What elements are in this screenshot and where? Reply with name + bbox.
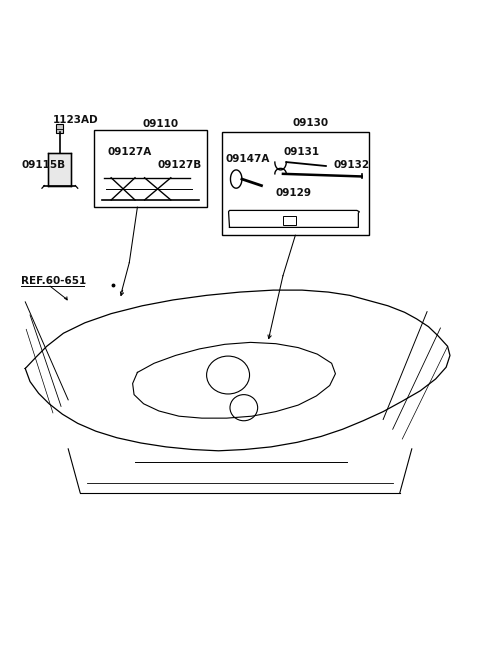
Text: 09127A: 09127A xyxy=(108,147,152,157)
Bar xyxy=(48,153,71,186)
Text: 09147A: 09147A xyxy=(226,154,270,165)
Text: 09131: 09131 xyxy=(284,147,320,157)
Text: 09129: 09129 xyxy=(276,188,312,198)
Bar xyxy=(283,216,296,226)
Bar xyxy=(56,124,63,133)
Text: REF.60-651: REF.60-651 xyxy=(22,276,87,286)
Text: 09132: 09132 xyxy=(333,159,369,170)
Text: 09115B: 09115B xyxy=(22,159,66,170)
Text: 09127B: 09127B xyxy=(158,159,202,170)
Bar xyxy=(95,130,206,207)
Text: 09110: 09110 xyxy=(142,119,178,129)
Bar xyxy=(222,132,369,236)
Text: 09130: 09130 xyxy=(292,118,329,128)
Text: 1123AD: 1123AD xyxy=(53,115,98,125)
